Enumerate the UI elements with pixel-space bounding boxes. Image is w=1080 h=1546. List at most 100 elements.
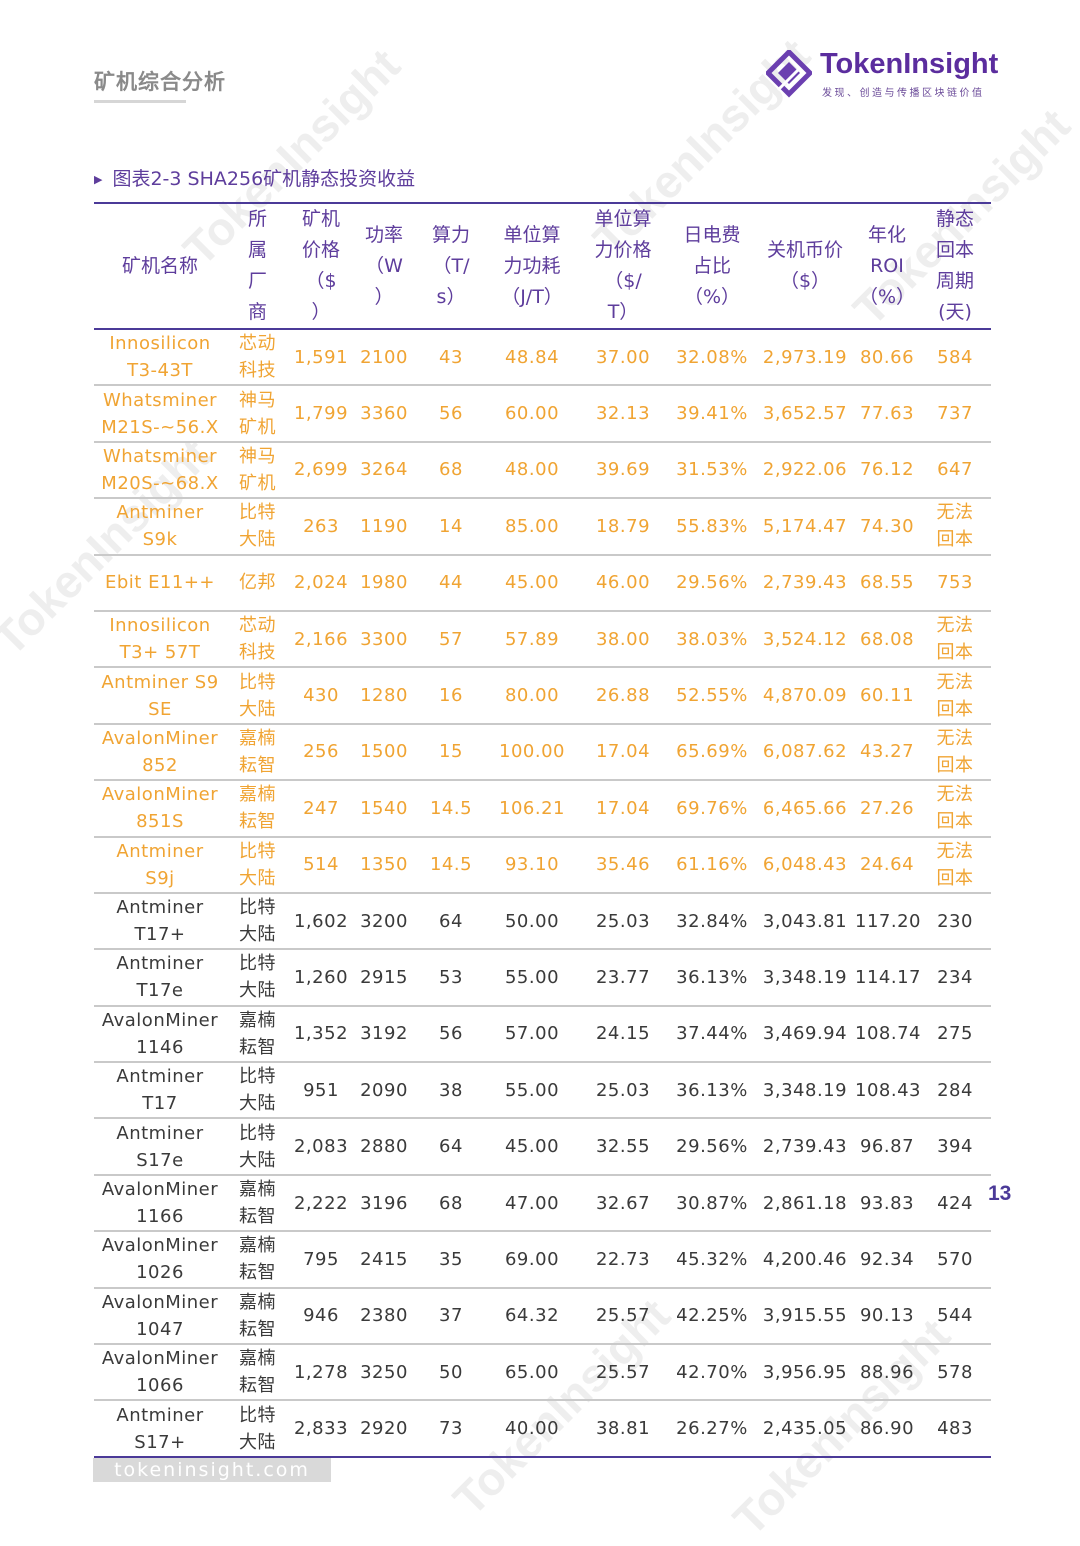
cell-unit_price: 32.55 [595,1136,651,1158]
cell-line: 嘉楠 [239,1009,276,1031]
cell-elec_ratio: 69.76% [676,797,748,819]
cell-unit_price: 38.81 [595,1418,651,1440]
cell-efficiency: 45.00 [504,572,560,594]
cell-roi: 68.08 [859,628,915,650]
cell-shutdown_price: 6,465.66 [762,797,848,819]
cell-name: AvalonMiner 851S [94,780,226,836]
cell-roi: 60.11 [859,685,915,707]
cell-vendor: 比特 大陆 [226,667,289,723]
cell-price: 1,591 [293,346,349,368]
table-row: AvalonMiner 852 嘉楠 耘智 256 1500 15 100.00 17.04 65… [94,724,991,781]
cell-line: SE [148,698,172,720]
tokeninsight-logo-icon [766,50,812,98]
cell-shutdown_price: 5,174.47 [762,515,848,537]
cell-power: 3192 [360,1023,408,1045]
cell-power: 2380 [360,1305,408,1327]
column-header-line: 商 [247,301,267,323]
cell-name: Antminer T17+ [94,893,226,949]
figure-caption: ▶ 图表2-3 SHA256矿机静态投资收益 [94,164,415,191]
column-header-line: 矿机 [301,208,340,230]
cell-payback: 275 [919,1006,991,1062]
cell-unit_price: 23.77 [595,966,651,988]
column-header-line: （$ [305,270,337,292]
cell-vendor: 芯动 科技 [226,611,289,667]
table-body: Innosilicon T3-43T 芯动 科技 1,591 2100 43 48.84 37.… [94,329,991,1457]
cell-power: 2100 [360,346,408,368]
column-header-price: 矿机 价格 （$ ） [289,203,353,329]
cell-line: 大陆 [239,1149,276,1171]
cell-unit_price: 32.13 [595,403,651,425]
column-header-hashrate: 算力 （T/s） [415,203,487,329]
cell-hashrate: 37 [439,1305,463,1327]
cell-unit_price: 25.03 [595,910,651,932]
cell-line: Antminer [116,502,204,524]
cell-roi: 108.43 [855,1079,921,1101]
cell-line: 比特 [239,1122,276,1144]
cell-line: Innosilicon [109,615,211,637]
cell-unit_price: 18.79 [595,515,651,537]
cell-name: Whatsminer M21S-~56.X [94,385,226,441]
cell-elec_ratio: 26.27% [676,1418,748,1440]
cell-line: 1066 [136,1375,184,1397]
cell-line: 无法 [936,671,974,693]
cell-efficiency: 57.00 [504,1023,560,1045]
cell-line: Whatsminer [102,445,218,467]
cell-unit_price: 46.00 [595,572,651,594]
footer-url: tokeninsight.com [93,1458,331,1482]
cell-hashrate: 14.5 [429,797,473,819]
cell-name: AvalonMiner 852 [94,724,226,780]
cell-elec_ratio: 32.08% [676,346,748,368]
cell-hashrate: 44 [439,572,463,594]
cell-vendor: 比特 大陆 [226,1062,289,1118]
cell-hashrate: 64 [439,1136,463,1158]
column-header-efficiency: 单位算 力功耗 （J/T） [487,203,577,329]
cell-vendor: 神马 矿机 [226,442,289,498]
section-title: 矿机综合分析 [94,70,226,94]
cell-payback: 无法 回本 [919,780,991,836]
cell-line: 284 [937,1079,973,1101]
cell-power: 3300 [360,628,408,650]
miner-roi-table: 矿机名称所属厂商矿机 价格 （$）功率 （W）算力 （T/s） 单位算 力功耗 （J/T） 单位… [94,202,991,1458]
cell-shutdown_price: 3,043.81 [762,910,848,932]
cell-price: 2,222 [293,1192,349,1214]
cell-vendor: 比特 大陆 [226,1400,289,1456]
cell-payback: 737 [919,385,991,441]
cell-line: AvalonMiner [101,1291,219,1313]
cell-vendor: 亿邦 [226,555,289,611]
cell-price: 946 [303,1305,339,1327]
cell-line: Antminer [116,953,204,975]
cell-power: 3250 [360,1361,408,1383]
column-header-line: （J/T） [501,285,563,308]
cell-line: Antminer [116,1404,204,1426]
cell-vendor: 比特 大陆 [226,893,289,949]
cell-hashrate: 43 [439,346,463,368]
column-header-payback: 静态 回本 周期 (天) [919,203,991,329]
table-row: AvalonMiner 851S 嘉楠 耘智 247 1540 14.5 106.21 17.0… [94,780,991,837]
column-header-line: 年化 [867,223,906,246]
cell-roi: 117.20 [855,910,921,932]
cell-roi: 93.83 [859,1192,915,1214]
cell-roi: 90.13 [859,1305,915,1327]
cell-hashrate: 73 [439,1418,463,1440]
cell-vendor: 嘉楠 耘智 [226,1175,289,1231]
cell-line: 亿邦 [239,572,276,594]
cell-shutdown_price: 2,435.05 [762,1418,848,1440]
cell-power: 3200 [360,910,408,932]
cell-line: 大陆 [239,924,276,946]
cell-line: Whatsminer [102,389,218,411]
cell-shutdown_price: 3,652.57 [762,403,848,425]
cell-price: 256 [303,741,339,763]
cell-roi: 74.30 [859,515,915,537]
cell-unit_price: 32.67 [595,1192,651,1214]
cell-shutdown_price: 6,048.43 [762,854,848,876]
table-row: Innosilicon T3+ 57T 芯动 科技 2,166 3300 57 57.89 38… [94,611,991,668]
cell-name: AvalonMiner 1066 [94,1344,226,1400]
cell-line: 耘智 [239,1036,276,1058]
cell-efficiency: 64.32 [504,1305,560,1327]
table-row: AvalonMiner 1146 嘉楠 耘智 1,352 3192 56 57.00 24.15… [94,1006,991,1063]
cell-vendor: 比特 大陆 [226,1118,289,1174]
cell-power: 3360 [360,403,408,425]
column-header-line: 属 [247,239,267,261]
cell-line: 比特 [239,1404,276,1426]
cell-payback: 无法 回本 [919,837,991,893]
